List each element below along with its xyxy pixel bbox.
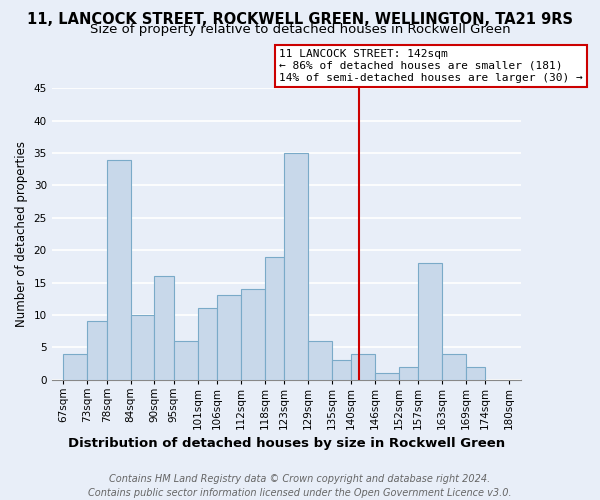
Bar (466, 366, 485, 380)
Bar (174, 341, 197, 380)
Bar (64, 354, 87, 380)
Bar (107, 160, 131, 380)
Bar (265, 256, 284, 380)
Bar (284, 153, 308, 380)
Text: Contains HM Land Registry data © Crown copyright and database right 2024.
Contai: Contains HM Land Registry data © Crown c… (88, 474, 512, 498)
Text: 11 LANCOCK STREET: 142sqm
← 86% of detached houses are smaller (181)
14% of semi: 11 LANCOCK STREET: 142sqm ← 86% of detac… (279, 50, 583, 82)
Bar (351, 354, 375, 380)
X-axis label: Distribution of detached houses by size in Rockwell Green: Distribution of detached houses by size … (68, 437, 505, 450)
Bar (241, 289, 265, 380)
Text: Size of property relative to detached houses in Rockwell Green: Size of property relative to detached ho… (89, 22, 511, 36)
Y-axis label: Number of detached properties: Number of detached properties (15, 141, 28, 327)
Bar (154, 276, 174, 380)
Bar (442, 354, 466, 380)
Bar (418, 263, 442, 380)
Bar (87, 322, 107, 380)
Bar (398, 366, 418, 380)
Bar (375, 373, 398, 380)
Bar (131, 315, 154, 380)
Bar (332, 360, 351, 380)
Bar (217, 296, 241, 380)
Text: 11, LANCOCK STREET, ROCKWELL GREEN, WELLINGTON, TA21 9RS: 11, LANCOCK STREET, ROCKWELL GREEN, WELL… (27, 12, 573, 28)
Bar (308, 341, 332, 380)
Bar (197, 308, 217, 380)
